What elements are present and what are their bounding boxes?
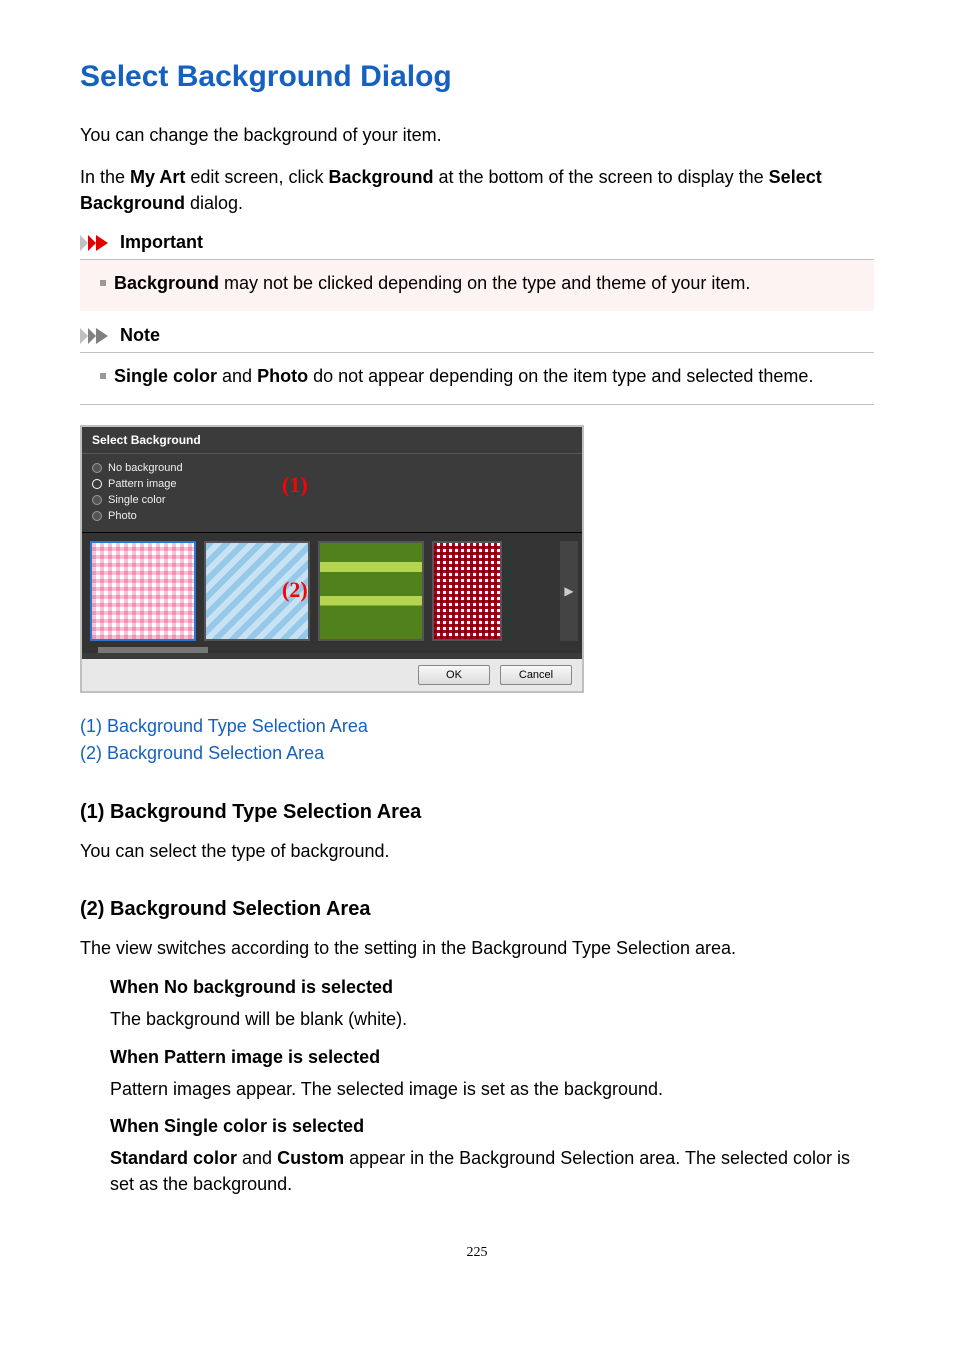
def-heading: When No background is selected: [110, 977, 874, 998]
link-bg-selection[interactable]: (2) Background Selection Area: [80, 740, 874, 767]
text-bold: Background: [328, 167, 433, 187]
text: do not appear depending on the item type…: [308, 366, 813, 386]
important-icon: [80, 234, 114, 252]
note-item: Single color and Photo do not appear dep…: [100, 363, 874, 390]
annotation-1: (1): [282, 472, 308, 498]
text-bold: Custom: [277, 1148, 344, 1168]
radio-label: Pattern image: [108, 476, 176, 492]
page-title: Select Background Dialog: [80, 60, 874, 94]
def-heading: When Single color is selected: [110, 1116, 874, 1137]
note-callout: Single color and Photo do not appear dep…: [80, 353, 874, 405]
radio-icon: [92, 479, 102, 489]
annotation-2: (2): [282, 577, 308, 603]
link-bg-type-selection[interactable]: (1) Background Type Selection Area: [80, 713, 874, 740]
radio-pattern-image[interactable]: Pattern image: [92, 476, 572, 492]
radio-single-color[interactable]: Single color: [92, 492, 572, 508]
text: dialog.: [185, 193, 243, 213]
note-header: Note: [80, 325, 874, 353]
section-2-heading: (2) Background Selection Area: [80, 898, 874, 921]
important-header: Important: [80, 232, 874, 260]
important-item: Background may not be clicked depending …: [100, 270, 874, 297]
intro-paragraph-2: In the My Art edit screen, click Backgro…: [80, 164, 874, 216]
select-background-dialog: Select Background No background Pattern …: [80, 425, 584, 693]
radio-label: Photo: [108, 508, 137, 524]
text: may not be clicked depending on the type…: [219, 273, 750, 293]
pattern-thumb[interactable]: [90, 541, 196, 641]
text-bold: Background: [114, 273, 219, 293]
text-bold: Standard color: [110, 1148, 237, 1168]
scroll-right-button[interactable]: ▶: [560, 541, 578, 641]
background-type-selection-area: No background Pattern image Single color…: [82, 454, 582, 532]
definition-list: When No background is selected The backg…: [80, 977, 874, 1196]
pattern-thumb[interactable]: [318, 541, 424, 641]
text: and: [237, 1148, 277, 1168]
def-body: Standard color and Custom appear in the …: [110, 1145, 874, 1197]
radio-no-background[interactable]: No background: [92, 460, 572, 476]
def-body: The background will be blank (white).: [110, 1006, 874, 1032]
important-label: Important: [120, 232, 203, 253]
text: and: [217, 366, 257, 386]
def-heading: When Pattern image is selected: [110, 1047, 874, 1068]
dialog-footer: OK Cancel: [82, 659, 582, 691]
note-icon: [80, 327, 114, 345]
ok-button[interactable]: OK: [418, 665, 490, 685]
def-body: Pattern images appear. The selected imag…: [110, 1076, 874, 1102]
radio-icon: [92, 511, 102, 521]
text: edit screen, click: [185, 167, 328, 187]
intro-paragraph-1: You can change the background of your it…: [80, 122, 874, 148]
dialog-title: Select Background: [82, 427, 582, 454]
text-bold: Photo: [257, 366, 308, 386]
background-selection-area: (2) ▶: [82, 532, 582, 653]
text: at the bottom of the screen to display t…: [433, 167, 768, 187]
text: In the: [80, 167, 130, 187]
note-label: Note: [120, 325, 160, 346]
radio-label: No background: [108, 460, 183, 476]
horizontal-scrollbar[interactable]: [98, 647, 526, 653]
scrollbar-thumb[interactable]: [98, 647, 208, 653]
section-1-body: You can select the type of background.: [80, 838, 874, 864]
radio-photo[interactable]: Photo: [92, 508, 572, 524]
pattern-thumb[interactable]: [432, 541, 502, 641]
text-bold: My Art: [130, 167, 185, 187]
chevron-right-icon: ▶: [564, 584, 573, 598]
cancel-button[interactable]: Cancel: [500, 665, 572, 685]
section-1-heading: (1) Background Type Selection Area: [80, 801, 874, 824]
text-bold: Single color: [114, 366, 217, 386]
page-number: 225: [80, 1245, 874, 1261]
radio-label: Single color: [108, 492, 165, 508]
radio-icon: [92, 495, 102, 505]
section-2-body: The view switches according to the setti…: [80, 935, 874, 961]
radio-icon: [92, 463, 102, 473]
important-callout: Background may not be clicked depending …: [80, 260, 874, 311]
